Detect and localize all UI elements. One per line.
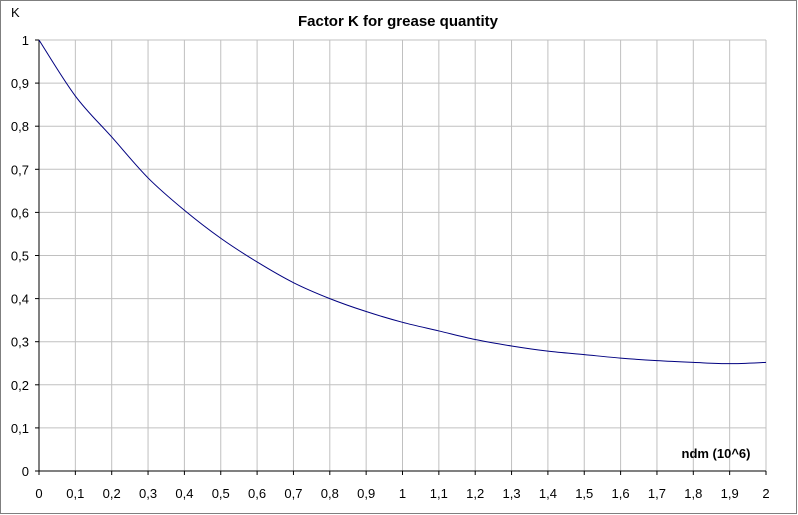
series-group — [38, 39, 767, 365]
y-tick-label: 1 — [22, 33, 29, 48]
y-tick-label: 0,6 — [11, 205, 29, 220]
x-tick-label: 1 — [399, 486, 406, 501]
x-tick-label: 0,3 — [139, 486, 157, 501]
x-tick-label: 1,7 — [648, 486, 666, 501]
y-tick-labels: 0 0,1 0,2 0,3 0,4 0,5 0,6 0,7 0,8 0,9 1 — [11, 33, 29, 479]
x-tick-label: 0 — [35, 486, 42, 501]
x-tick-label: 0,2 — [103, 486, 121, 501]
x-tick-label: 0,9 — [357, 486, 375, 501]
x-tick-label: 0,5 — [212, 486, 230, 501]
x-tick-label: 1,5 — [575, 486, 593, 501]
x-tick-label: 2 — [762, 486, 769, 501]
x-tick-label: 1,9 — [721, 486, 739, 501]
x-tick-label: 1,8 — [684, 486, 702, 501]
x-tick-labels: 0 0,1 0,2 0,3 0,4 0,5 0,6 0,7 0,8 0,9 1 1,1 1,2 1,3 1,… — [35, 486, 769, 501]
x-tick-label: 1,4 — [539, 486, 557, 501]
x-tick-label: 0,7 — [284, 486, 302, 501]
chart-title: Factor K for grease quantity — [298, 13, 499, 30]
x-tick-label: 0,1 — [66, 486, 84, 501]
y-tick-label: 0 — [22, 464, 29, 479]
y-tick-label: 0,7 — [11, 162, 29, 177]
x-tick-label: 1,6 — [612, 486, 630, 501]
y-tick-label: 0,2 — [11, 378, 29, 393]
x-tick-label: 0,4 — [175, 486, 193, 501]
x-tick-label: 0,8 — [321, 486, 339, 501]
x-tick-label: 1,1 — [430, 486, 448, 501]
gridlines — [39, 39, 767, 471]
x-tick-label: 1,3 — [503, 486, 521, 501]
x-tick-label: 0,6 — [248, 486, 266, 501]
y-tick-label: 0,9 — [11, 76, 29, 91]
x-axis-label: ndm (10^6) — [682, 446, 751, 461]
y-axis-label: K — [11, 5, 20, 20]
x-tick-label: 1,2 — [466, 486, 484, 501]
y-tick-label: 0,4 — [11, 292, 29, 307]
axes — [35, 39, 767, 475]
y-tick-label: 0,5 — [11, 249, 29, 264]
series-line — [38, 39, 767, 365]
y-tick-label: 0,3 — [11, 335, 29, 350]
y-tick-label: 0,8 — [11, 119, 29, 134]
y-tick-label: 0,1 — [11, 421, 29, 436]
